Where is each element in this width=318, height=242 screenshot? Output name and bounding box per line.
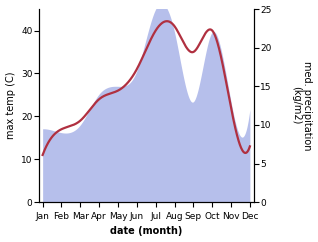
Y-axis label: max temp (C): max temp (C)	[5, 72, 16, 139]
Y-axis label: med. precipitation
(kg/m2): med. precipitation (kg/m2)	[291, 61, 313, 150]
X-axis label: date (month): date (month)	[110, 227, 183, 236]
